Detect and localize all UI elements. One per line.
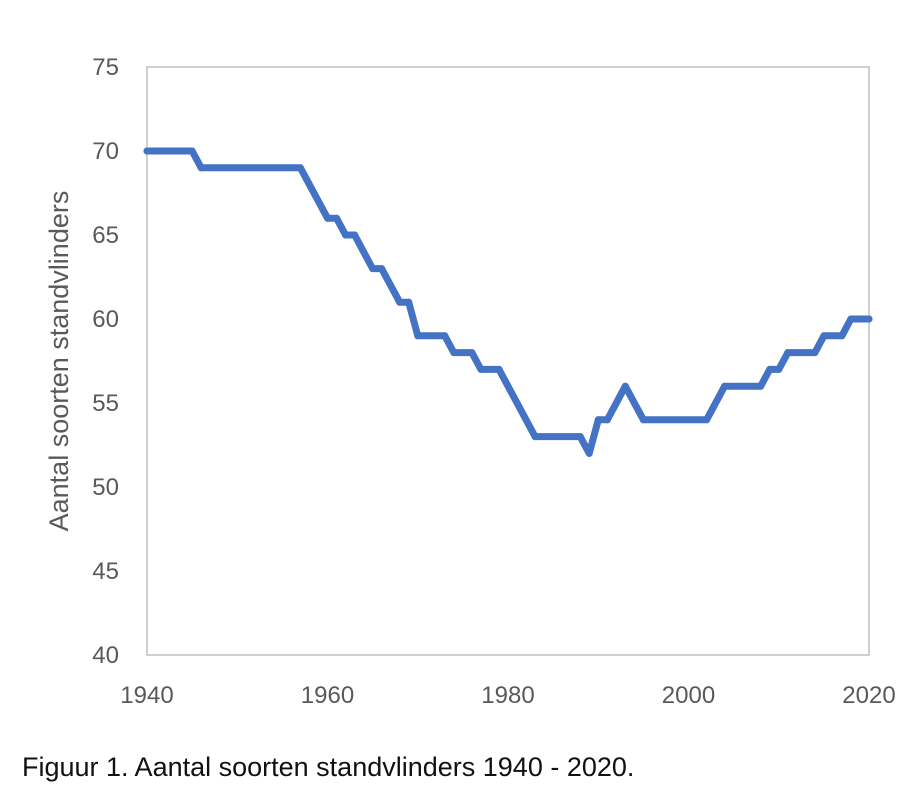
data-point [333,214,341,222]
data-point [197,164,205,172]
y-tick-label: 60 [92,306,119,333]
series-line [143,147,873,457]
data-point [585,449,593,457]
data-point [531,433,539,441]
figure-caption: Figuur 1. Aantal soorten standvlinders 1… [22,752,635,782]
data-point [188,147,196,155]
data-point [342,231,350,239]
data-point [405,298,413,306]
y-tick-label: 75 [92,54,119,81]
x-tick-label: 1980 [481,682,534,709]
data-point [351,231,359,239]
data-point [378,265,386,273]
data-point [441,332,449,340]
data-point [838,332,846,340]
data-point [414,332,422,340]
line-chart: 40 45 50 55 60 65 70 75 1940 1960 1980 2000 2020 Aa… [44,54,896,709]
plot-area-frame [146,66,870,656]
data-point [576,433,584,441]
data-point [369,265,377,273]
data-point [811,349,819,357]
data-point [143,147,151,155]
y-tick-label: 70 [92,138,119,165]
data-point [594,416,602,424]
data-point [865,315,873,323]
y-tick-label: 45 [92,558,119,585]
data-point [450,349,458,357]
data-point [775,365,783,373]
data-point [468,349,476,357]
data-point [495,365,503,373]
x-tick-label: 2020 [842,682,895,709]
y-tick-label: 40 [92,642,119,669]
data-point [477,365,485,373]
y-axis-title: Aantal soorten standvlinders [44,191,74,532]
y-tick-label: 55 [92,390,119,417]
data-point [296,164,304,172]
y-tick-label: 50 [92,474,119,501]
data-point [639,416,647,424]
data-point [820,332,828,340]
data-point [721,382,729,390]
data-point [766,365,774,373]
data-point [757,382,765,390]
data-point [396,298,404,306]
data-point [847,315,855,323]
x-tick-label: 1940 [120,682,173,709]
data-point [784,349,792,357]
data-point [324,214,331,222]
data-point [603,416,611,424]
y-tick-label: 65 [92,222,119,249]
x-tick-label: 2000 [662,682,715,709]
data-point [703,416,711,424]
data-point [621,382,629,390]
x-tick-label: 1960 [301,682,354,709]
